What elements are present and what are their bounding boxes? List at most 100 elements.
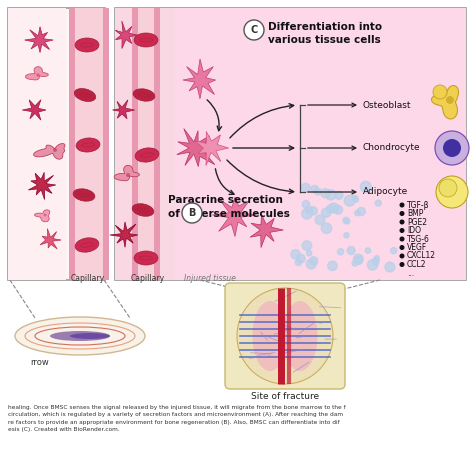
Text: PGE2: PGE2 [407, 218, 427, 227]
Circle shape [375, 200, 381, 206]
Polygon shape [112, 100, 135, 119]
Circle shape [352, 261, 357, 266]
Circle shape [126, 173, 130, 177]
Circle shape [365, 248, 371, 253]
Polygon shape [212, 197, 256, 237]
Circle shape [321, 208, 331, 218]
Circle shape [328, 261, 337, 271]
Polygon shape [25, 27, 53, 53]
Text: Adipocyte: Adipocyte [363, 188, 408, 197]
Text: B: B [188, 208, 196, 218]
Bar [154, 8, 160, 280]
Ellipse shape [133, 89, 155, 101]
Circle shape [433, 85, 447, 99]
Circle shape [400, 212, 404, 215]
Circle shape [244, 20, 264, 40]
Ellipse shape [134, 251, 158, 265]
Text: Osteoblast: Osteoblast [363, 100, 411, 109]
Bar [132, 8, 138, 280]
Polygon shape [40, 228, 61, 249]
Circle shape [337, 249, 344, 255]
Ellipse shape [74, 89, 96, 101]
Text: C: C [250, 25, 258, 35]
Bar [103, 8, 109, 280]
Bar [72, 8, 106, 280]
Circle shape [352, 195, 358, 201]
Text: Differentiation into
various tissue cells: Differentiation into various tissue cell… [268, 22, 382, 45]
Text: IDO: IDO [407, 226, 421, 235]
Bar [69, 8, 75, 280]
Circle shape [347, 246, 355, 255]
Polygon shape [431, 86, 458, 119]
Circle shape [343, 217, 349, 224]
Circle shape [400, 228, 404, 232]
Circle shape [446, 96, 454, 104]
Text: VEGF: VEGF [407, 243, 427, 252]
Text: CCL2: CCL2 [407, 260, 427, 269]
Text: Chondrocyte: Chondrocyte [363, 144, 420, 153]
Circle shape [400, 237, 404, 241]
Circle shape [443, 139, 461, 157]
Circle shape [345, 219, 350, 224]
Circle shape [354, 254, 363, 264]
Ellipse shape [15, 317, 145, 355]
Polygon shape [35, 210, 50, 222]
Circle shape [400, 263, 404, 266]
Circle shape [400, 203, 404, 207]
Text: TGF-β: TGF-β [407, 201, 429, 210]
Circle shape [301, 209, 312, 219]
Circle shape [329, 203, 339, 213]
Circle shape [306, 259, 316, 269]
Circle shape [400, 246, 404, 249]
Polygon shape [26, 67, 48, 80]
Circle shape [439, 179, 457, 197]
FancyBboxPatch shape [115, 8, 466, 280]
Circle shape [53, 148, 57, 152]
Circle shape [357, 208, 365, 216]
Circle shape [326, 190, 336, 200]
Ellipse shape [75, 238, 99, 252]
Circle shape [374, 255, 379, 261]
Circle shape [335, 191, 343, 200]
Ellipse shape [135, 148, 159, 162]
Circle shape [385, 262, 395, 272]
Circle shape [334, 205, 343, 214]
Circle shape [344, 195, 355, 206]
Circle shape [321, 223, 332, 234]
Circle shape [297, 255, 305, 263]
Text: ...: ... [407, 268, 414, 277]
Circle shape [302, 241, 312, 250]
Ellipse shape [50, 331, 110, 341]
Circle shape [436, 176, 468, 208]
Circle shape [237, 288, 333, 384]
Circle shape [182, 203, 202, 223]
Circle shape [302, 201, 310, 208]
Circle shape [327, 205, 335, 213]
Ellipse shape [76, 138, 100, 152]
Circle shape [310, 257, 318, 265]
Ellipse shape [253, 301, 288, 371]
Bar [115, 8, 175, 280]
Polygon shape [22, 100, 46, 120]
Text: Injured tissue: Injured tissue [184, 274, 236, 283]
Circle shape [295, 259, 302, 265]
Polygon shape [177, 128, 217, 167]
Circle shape [36, 73, 40, 77]
Text: TSG-6: TSG-6 [407, 235, 430, 244]
Text: rrow: rrow [30, 358, 49, 367]
Circle shape [305, 206, 312, 213]
Circle shape [391, 247, 397, 254]
Circle shape [309, 207, 318, 215]
Bar [8, 8, 66, 280]
Circle shape [301, 183, 310, 192]
Circle shape [353, 197, 358, 202]
Text: BMP: BMP [407, 209, 423, 218]
Text: Capillary: Capillary [71, 274, 105, 283]
Circle shape [367, 260, 378, 270]
Text: Capillary: Capillary [131, 274, 165, 283]
Circle shape [44, 214, 46, 217]
Ellipse shape [73, 189, 95, 201]
Circle shape [311, 185, 318, 192]
Text: Site of fracture: Site of fracture [251, 392, 319, 401]
Text: Paracrine secretion
of diverse molecules: Paracrine secretion of diverse molecules [168, 195, 290, 219]
